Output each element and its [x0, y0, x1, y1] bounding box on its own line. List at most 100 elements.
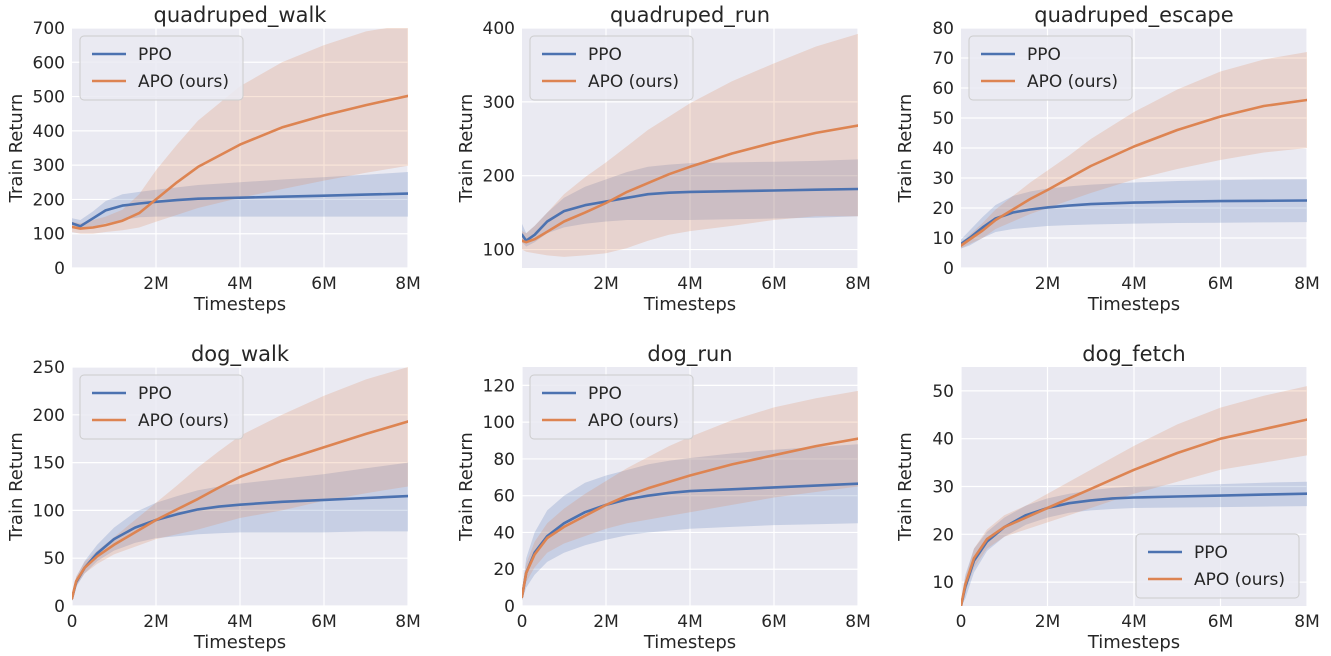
series-line-ppo [72, 192, 408, 228]
legend-label-ppo: PPO [138, 384, 172, 404]
series-line-apo [522, 437, 858, 599]
legend-label-apo: APO (ours) [1027, 72, 1118, 92]
legend: PPO APO (ours) [79, 374, 244, 440]
series-line-ppo [522, 187, 858, 242]
y-tick-label: 300 [483, 93, 515, 113]
x-axis-label: Timesteps [193, 294, 286, 315]
plot-content [72, 367, 408, 602]
legend-label-ppo: PPO [588, 384, 622, 404]
y-tick-label: 200 [483, 167, 515, 187]
legend-label-apo: APO (ours) [138, 411, 229, 431]
series-line-ppo [961, 199, 1307, 246]
band-apo [961, 52, 1307, 249]
x-axis-label: Timesteps [1087, 294, 1180, 315]
y-tick-label: 40 [493, 523, 515, 543]
x-tick-label: 2M [143, 274, 168, 294]
band-ppo [72, 172, 408, 230]
band-apo [72, 367, 408, 602]
y-axis-label: Train Return [456, 432, 477, 542]
plot-content [961, 386, 1307, 606]
series-line-apo [961, 418, 1307, 606]
x-tick-label: 6M [311, 612, 336, 632]
legend-box [1135, 533, 1300, 599]
y-tick-label: 150 [33, 454, 65, 474]
band-ppo [72, 462, 408, 602]
x-tick-label: 0 [517, 612, 528, 632]
y-tick-label: 20 [932, 199, 954, 219]
series-line-apo [522, 124, 858, 244]
x-tick-label: 2M [593, 612, 618, 632]
chart-title: quadruped_escape [1034, 3, 1233, 28]
y-tick-label: 400 [33, 122, 65, 142]
x-tick-label: 6M [311, 274, 336, 294]
y-axis-label: Train Return [456, 94, 477, 204]
band-ppo [961, 481, 1307, 606]
y-tick-label: 0 [54, 259, 65, 279]
x-tick-label: 8M [1294, 612, 1319, 632]
subplot-1: 0 100 200 300 400 500 600 700 2M 4M 6M 8M quadruped_… [6, 3, 421, 315]
y-tick-label: 50 [932, 109, 954, 129]
legend-box [968, 35, 1133, 101]
y-tick-label: 300 [33, 156, 65, 176]
subplot-4: 0 50 100 150 200 250 0 2M 4M 6M 8M dog_walk Timestep… [6, 342, 421, 653]
band-ppo [961, 179, 1307, 249]
y-tick-label: 120 [483, 376, 515, 396]
x-tick-label: 6M [761, 612, 786, 632]
x-tick-label: 2M [1035, 274, 1060, 294]
band-ppo [522, 159, 858, 247]
legend-label-apo: APO (ours) [1194, 570, 1285, 590]
y-tick-label: 50 [43, 549, 65, 569]
series-line-ppo [961, 492, 1307, 606]
legend-label-ppo: PPO [1027, 45, 1061, 65]
legend-box [79, 374, 244, 440]
x-tick-label: 4M [227, 612, 252, 632]
y-tick-label: 80 [493, 450, 515, 470]
plot-content [522, 33, 858, 257]
legend: PPO APO (ours) [968, 35, 1133, 101]
y-tick-label: 50 [932, 382, 954, 402]
y-axis-label: Train Return [6, 432, 27, 542]
y-tick-label: 60 [932, 79, 954, 99]
y-axis-label: Train Return [6, 94, 27, 204]
y-tick-label: 20 [493, 560, 515, 580]
chart-title: quadruped_run [610, 3, 770, 28]
y-tick-label: 400 [483, 19, 515, 39]
x-axis-label: Timesteps [1087, 632, 1180, 653]
chart-title: dog_fetch [1082, 342, 1185, 367]
plot-content [961, 52, 1307, 249]
legend-label-ppo: PPO [588, 45, 622, 65]
y-tick-label: 80 [932, 19, 954, 39]
y-tick-label: 60 [493, 487, 515, 507]
x-tick-label: 4M [1121, 612, 1146, 632]
x-tick-label: 4M [677, 274, 702, 294]
y-tick-label: 10 [932, 573, 954, 593]
legend-box [529, 35, 694, 101]
legend-label-apo: APO (ours) [138, 72, 229, 92]
y-tick-label: 40 [932, 430, 954, 450]
x-tick-label: 2M [1035, 612, 1060, 632]
x-tick-label: 4M [677, 612, 702, 632]
legend-label-ppo: PPO [138, 45, 172, 65]
x-tick-label: 2M [593, 274, 618, 294]
y-tick-label: 10 [932, 229, 954, 249]
plot-content [72, 28, 408, 234]
x-tick-label: 0 [67, 612, 78, 632]
band-apo [72, 28, 408, 234]
legend-box [79, 35, 244, 101]
legend: PPO APO (ours) [79, 35, 244, 101]
x-tick-label: 8M [845, 612, 870, 632]
x-tick-label: 8M [395, 612, 420, 632]
x-tick-label: 0 [956, 612, 967, 632]
y-axis-label: Train Return [895, 94, 916, 204]
y-tick-label: 100 [483, 241, 515, 261]
chart-title: dog_walk [191, 342, 290, 367]
x-axis-label: Timesteps [643, 632, 736, 653]
y-tick-label: 100 [483, 413, 515, 433]
legend-label-ppo: PPO [1194, 543, 1228, 563]
y-tick-label: 0 [504, 597, 515, 617]
y-tick-label: 30 [932, 478, 954, 498]
y-tick-label: 100 [33, 225, 65, 245]
y-tick-label: 200 [33, 406, 65, 426]
x-axis-label: Timesteps [643, 294, 736, 315]
